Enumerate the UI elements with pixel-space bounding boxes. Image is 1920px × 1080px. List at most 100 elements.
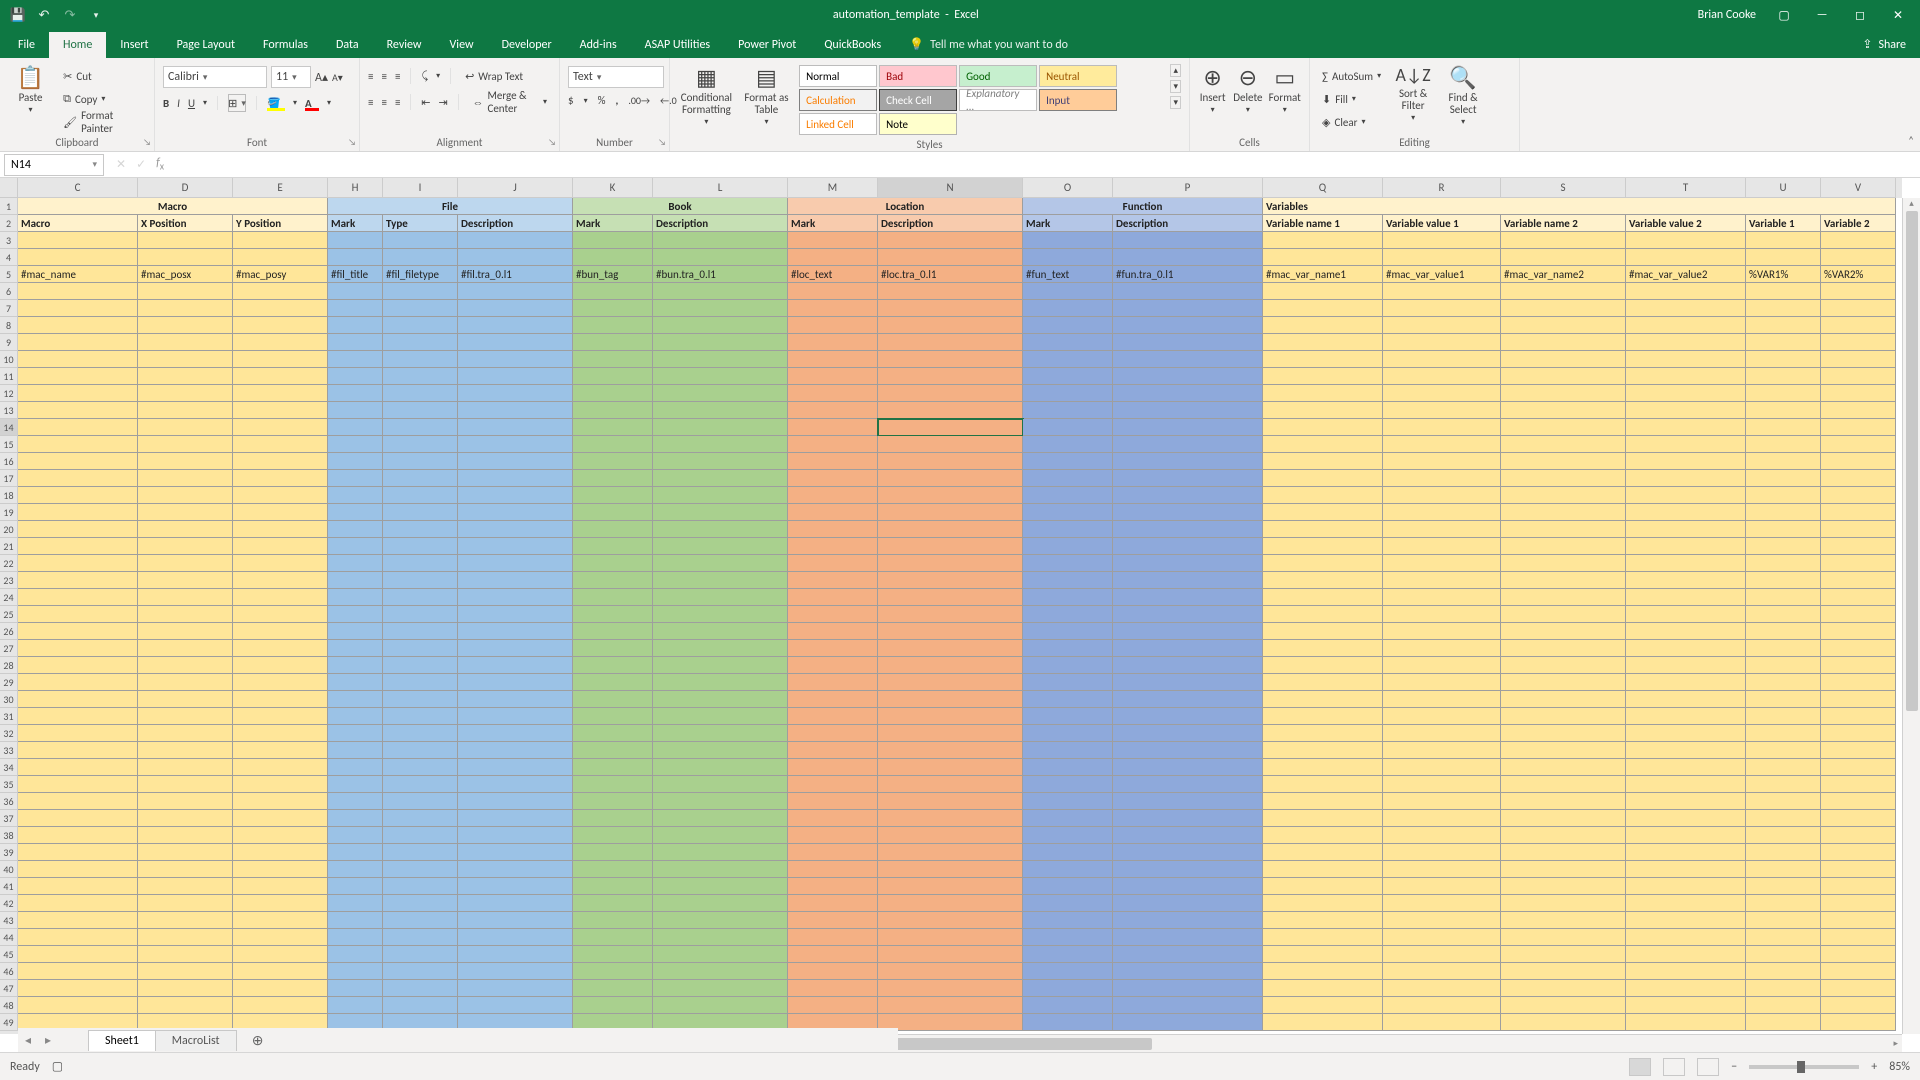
cell-D7[interactable] xyxy=(138,300,233,317)
cell-H28[interactable] xyxy=(328,657,383,674)
cell-S27[interactable] xyxy=(1501,640,1626,657)
cell-O3[interactable] xyxy=(1023,232,1113,249)
cell-E13[interactable] xyxy=(233,402,328,419)
cell-V32[interactable] xyxy=(1821,725,1896,742)
cell-R5[interactable]: #mac_var_value1 xyxy=(1383,266,1501,283)
cell-U26[interactable] xyxy=(1746,623,1821,640)
clear-button[interactable]: ◈Clear ▾ xyxy=(1318,112,1385,132)
cell-N5[interactable]: #loc.tra_0.l1 xyxy=(878,266,1023,283)
cell-O12[interactable] xyxy=(1023,385,1113,402)
cell-K28[interactable] xyxy=(573,657,653,674)
cell-R29[interactable] xyxy=(1383,674,1501,691)
cell-U42[interactable] xyxy=(1746,895,1821,912)
col-header-T[interactable]: T xyxy=(1626,178,1746,198)
cell-K33[interactable] xyxy=(573,742,653,759)
cell-J47[interactable] xyxy=(458,980,573,997)
cell-D16[interactable] xyxy=(138,453,233,470)
cell-P12[interactable] xyxy=(1113,385,1263,402)
cell-D5[interactable]: #mac_posx xyxy=(138,266,233,283)
cell-L13[interactable] xyxy=(653,402,788,419)
cell-E31[interactable] xyxy=(233,708,328,725)
cell-S47[interactable] xyxy=(1501,980,1626,997)
cell-D4[interactable] xyxy=(138,249,233,266)
cell-P34[interactable] xyxy=(1113,759,1263,776)
cell-C43[interactable] xyxy=(18,912,138,929)
cell-K5[interactable]: #bun_tag xyxy=(573,266,653,283)
cell-I33[interactable] xyxy=(383,742,458,759)
cell-K26[interactable] xyxy=(573,623,653,640)
cell-O8[interactable] xyxy=(1023,317,1113,334)
cell-K15[interactable] xyxy=(573,436,653,453)
fill-button[interactable]: ⬇Fill ▾ xyxy=(1318,89,1385,109)
cell-C7[interactable] xyxy=(18,300,138,317)
cell-M44[interactable] xyxy=(788,929,878,946)
cell-J30[interactable] xyxy=(458,691,573,708)
cell-T15[interactable] xyxy=(1626,436,1746,453)
cell-N11[interactable] xyxy=(878,368,1023,385)
cell-Q36[interactable] xyxy=(1263,793,1383,810)
cell-O2[interactable]: Mark xyxy=(1023,215,1113,232)
cell-L17[interactable] xyxy=(653,470,788,487)
cell-S19[interactable] xyxy=(1501,504,1626,521)
name-box[interactable]: N14▾ xyxy=(4,154,104,176)
cell-K45[interactable] xyxy=(573,946,653,963)
cell-U17[interactable] xyxy=(1746,470,1821,487)
cell-D19[interactable] xyxy=(138,504,233,521)
row-header-12[interactable]: 12 xyxy=(0,385,18,402)
cell-O49[interactable] xyxy=(1023,1014,1113,1031)
cell-T23[interactable] xyxy=(1626,572,1746,589)
sheet-tab-sheet1[interactable]: Sheet1 xyxy=(88,1030,156,1051)
cell-E35[interactable] xyxy=(233,776,328,793)
cell-D32[interactable] xyxy=(138,725,233,742)
row-header-8[interactable]: 8 xyxy=(0,317,18,334)
cell-K3[interactable] xyxy=(573,232,653,249)
conditional-formatting-button[interactable]: ▦ Conditional Formatting▾ xyxy=(678,62,735,127)
cell-I24[interactable] xyxy=(383,589,458,606)
cell-V2[interactable]: Variable 2 xyxy=(1821,215,1896,232)
cell-H17[interactable] xyxy=(328,470,383,487)
increase-decimal-icon[interactable]: .00→ xyxy=(628,94,650,107)
cell-O22[interactable] xyxy=(1023,555,1113,572)
cell-J12[interactable] xyxy=(458,385,573,402)
cell-J8[interactable] xyxy=(458,317,573,334)
cell-P5[interactable]: #fun.tra_0.l1 xyxy=(1113,266,1263,283)
cell-V40[interactable] xyxy=(1821,861,1896,878)
cell-K40[interactable] xyxy=(573,861,653,878)
cell-S42[interactable] xyxy=(1501,895,1626,912)
cell-C38[interactable] xyxy=(18,827,138,844)
row-header-10[interactable]: 10 xyxy=(0,351,18,368)
cell-S35[interactable] xyxy=(1501,776,1626,793)
cell-I15[interactable] xyxy=(383,436,458,453)
cell-N31[interactable] xyxy=(878,708,1023,725)
cell-T10[interactable] xyxy=(1626,351,1746,368)
col-header-C[interactable]: C xyxy=(18,178,138,198)
row-header-28[interactable]: 28 xyxy=(0,657,18,674)
cell-R20[interactable] xyxy=(1383,521,1501,538)
row-header-6[interactable]: 6 xyxy=(0,283,18,300)
cell-I14[interactable] xyxy=(383,419,458,436)
cell-C20[interactable] xyxy=(18,521,138,538)
cell-Q34[interactable] xyxy=(1263,759,1383,776)
cell-R21[interactable] xyxy=(1383,538,1501,555)
cell-M24[interactable] xyxy=(788,589,878,606)
cell-N25[interactable] xyxy=(878,606,1023,623)
cell-L36[interactable] xyxy=(653,793,788,810)
alignment-launcher-icon[interactable]: ↘ xyxy=(548,137,556,148)
col-header-R[interactable]: R xyxy=(1383,178,1501,198)
cell-D40[interactable] xyxy=(138,861,233,878)
cell-J46[interactable] xyxy=(458,963,573,980)
cell-D23[interactable] xyxy=(138,572,233,589)
cell-U43[interactable] xyxy=(1746,912,1821,929)
row-header-41[interactable]: 41 xyxy=(0,878,18,895)
cell-U16[interactable] xyxy=(1746,453,1821,470)
sort-filter-button[interactable]: A↓ZSort & Filter▾ xyxy=(1391,62,1435,123)
cell-S34[interactable] xyxy=(1501,759,1626,776)
cell-P47[interactable] xyxy=(1113,980,1263,997)
cell-D34[interactable] xyxy=(138,759,233,776)
cell-O27[interactable] xyxy=(1023,640,1113,657)
cell-I45[interactable] xyxy=(383,946,458,963)
cell-P46[interactable] xyxy=(1113,963,1263,980)
cell-R47[interactable] xyxy=(1383,980,1501,997)
cell-V15[interactable] xyxy=(1821,436,1896,453)
cell-U18[interactable] xyxy=(1746,487,1821,504)
